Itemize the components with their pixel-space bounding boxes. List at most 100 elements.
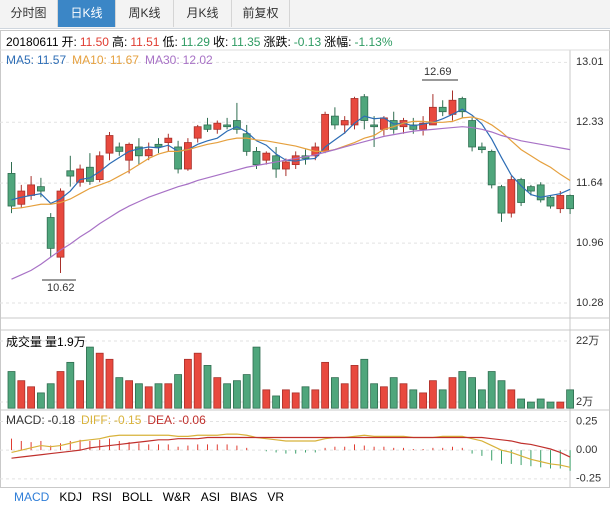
candle-body <box>125 143 133 161</box>
candle-body <box>56 190 65 258</box>
legend-value: -0.18 <box>47 413 76 427</box>
candle-body <box>487 150 496 186</box>
date: 20180611 <box>6 35 59 49</box>
candle-body <box>458 98 467 113</box>
legend-value: 11.57 <box>37 53 67 67</box>
volume-bar <box>419 392 428 409</box>
volume-bar <box>17 380 26 409</box>
period-tab[interactable]: 月K线 <box>174 0 232 27</box>
volume-bar <box>517 398 525 409</box>
legend-name: MA5: <box>6 53 35 67</box>
volume-bar <box>281 389 290 409</box>
candle-body <box>183 142 192 170</box>
info-label: 开: <box>61 35 77 49</box>
period-tab[interactable]: 前复权 <box>232 0 290 27</box>
volume-legend: 成交量 量1.9万 <box>6 333 89 350</box>
volume-bar <box>379 386 388 409</box>
ma-legend: MA5: 11.57 MA10: 11.67 MA30: 12.02 <box>6 53 219 67</box>
indicator-tab[interactable]: ASI <box>200 490 221 504</box>
volume-bar <box>311 389 320 409</box>
line <box>11 433 571 468</box>
candle-body <box>105 135 114 154</box>
candle-body <box>203 124 212 130</box>
y-tick-label: 2万 <box>576 396 593 408</box>
line <box>11 116 571 210</box>
legend-name: DIFF: <box>81 413 112 427</box>
volume-bar <box>174 374 183 409</box>
volume-bar <box>46 383 55 409</box>
indicator-tab[interactable]: KDJ <box>59 490 83 504</box>
legend-name: DEA: <box>147 413 176 427</box>
volume-bar <box>242 374 251 409</box>
volume-bar <box>203 365 212 409</box>
candle-body <box>66 170 75 177</box>
candle-body <box>213 122 222 130</box>
candle-body <box>517 179 525 203</box>
volume-bar <box>566 389 574 409</box>
candle-body <box>556 195 565 210</box>
candle-body <box>174 146 183 170</box>
info-label: 低: <box>162 35 178 49</box>
volume-bar <box>125 380 133 409</box>
y-tick-label: 0.25 <box>576 415 597 427</box>
candle-body <box>497 186 506 214</box>
volume-bar <box>409 389 418 409</box>
volume-bar <box>232 380 241 409</box>
volume-bar <box>477 389 486 409</box>
info-label: 高: <box>111 35 128 49</box>
period-tab[interactable]: 周K线 <box>116 0 174 27</box>
volume-bar <box>252 346 261 409</box>
indicator-tab[interactable]: VR <box>267 490 285 504</box>
volume-bar <box>546 401 555 409</box>
info-row: 20180611 开: 11.50 高: 11.51 低: 11.29 收: 11.35 涨跌: -… <box>6 33 396 50</box>
indicator-tab[interactable]: BOLL <box>122 490 153 504</box>
candle-body <box>477 146 486 151</box>
y-tick-label: 11.64 <box>576 177 603 189</box>
candle-body <box>95 155 104 180</box>
candle-body <box>330 115 339 126</box>
candle-body <box>242 133 251 152</box>
volume-bar <box>144 386 153 409</box>
candle-body <box>262 152 271 161</box>
volume-bar <box>134 383 143 409</box>
candle-body <box>154 143 163 148</box>
candle-body <box>527 186 535 192</box>
volume-bar <box>213 377 222 409</box>
candle-body <box>193 126 202 139</box>
info-value: 11.29 <box>180 35 210 49</box>
indicator-tab[interactable]: MACD <box>14 490 50 504</box>
candle-body <box>223 124 232 128</box>
period-tab[interactable]: 分时图 <box>0 0 58 27</box>
candle-body <box>76 168 84 183</box>
candle-body <box>370 124 379 128</box>
volume-bar <box>399 383 408 409</box>
volume-bar <box>487 371 496 409</box>
indicator-tab[interactable]: BIAS <box>230 490 258 504</box>
candle-body <box>468 120 477 148</box>
volume-bar <box>507 389 516 409</box>
volume-bar <box>448 377 457 409</box>
volume-bar <box>428 380 437 409</box>
volume-bar <box>536 398 545 409</box>
volume-bar <box>154 383 163 409</box>
candle-body <box>360 96 369 121</box>
legend-value: -0.06 <box>178 413 206 427</box>
volume-bar <box>556 401 565 409</box>
y-tick-label: 12.33 <box>576 116 604 128</box>
y-tick-label: 0.00 <box>576 444 597 456</box>
candle-body <box>144 149 153 157</box>
candle-body <box>27 184 36 196</box>
info-label: 涨跌: <box>263 35 291 49</box>
indicator-tab[interactable]: RSI <box>92 490 113 504</box>
candle-body <box>46 217 55 249</box>
period-tabs: 分时图 日K线 周K线 月K线 前复权 <box>0 0 610 29</box>
volume-bar <box>183 358 192 409</box>
indicator-tab[interactable]: W&R <box>162 490 191 504</box>
info-label: 涨幅: <box>324 35 352 49</box>
volume-bar <box>262 389 271 409</box>
period-tab[interactable]: 日K线 <box>58 0 116 27</box>
candle-body <box>115 146 124 152</box>
info-value: -0.13 <box>293 35 322 49</box>
candle-body <box>86 166 94 182</box>
